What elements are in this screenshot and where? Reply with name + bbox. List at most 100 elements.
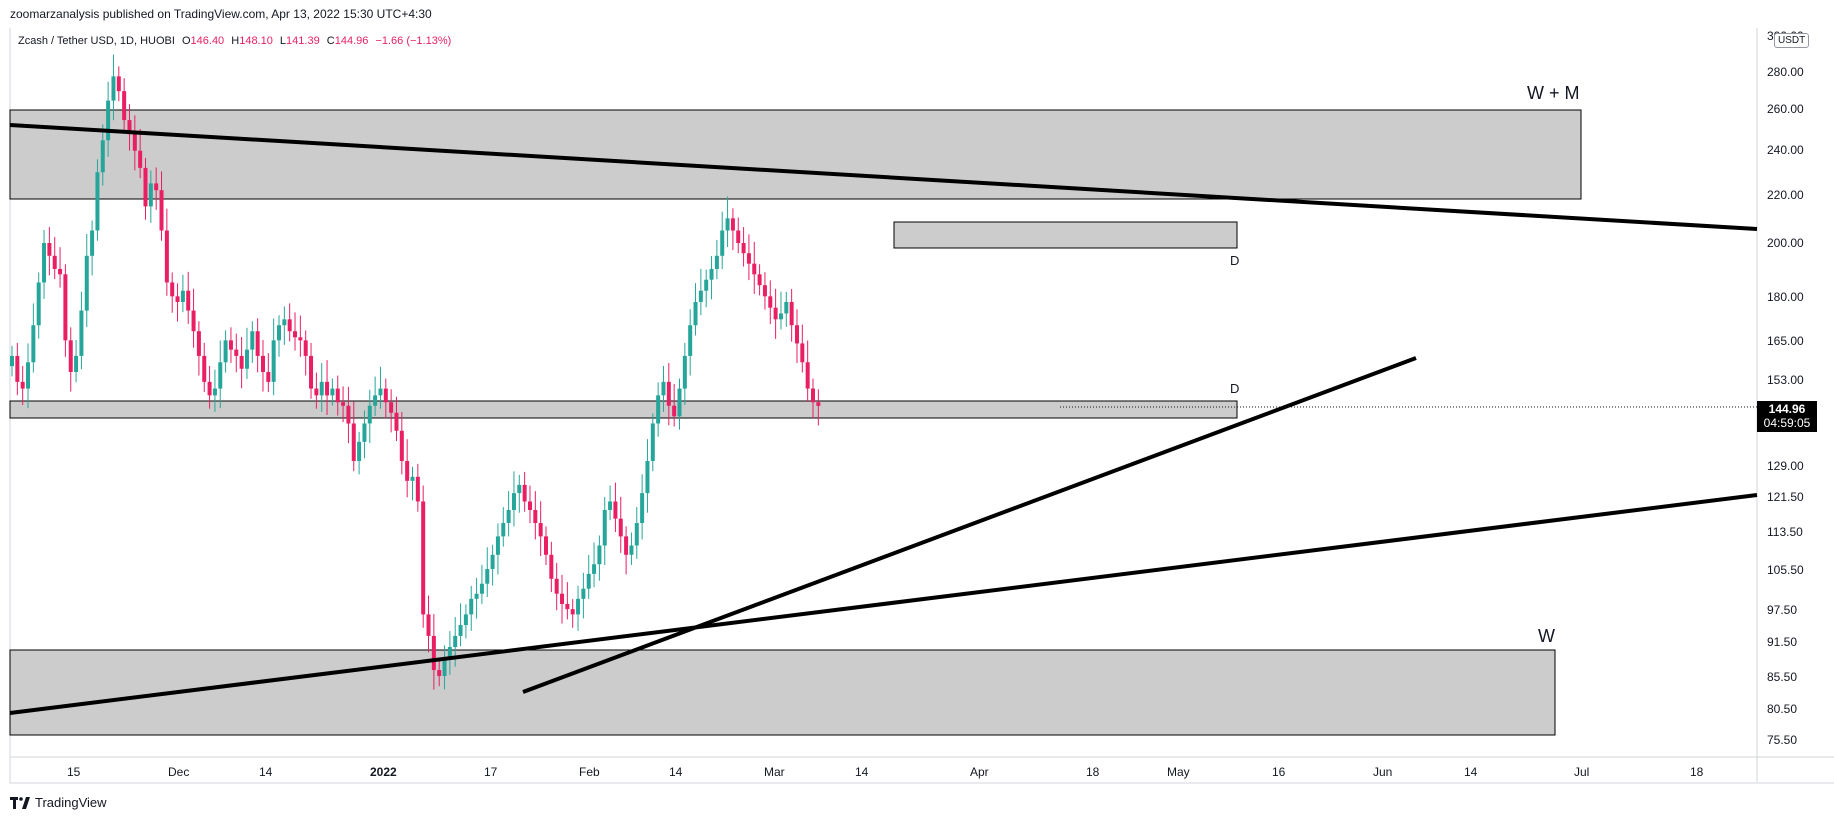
candle-body [762, 285, 767, 297]
candle-body [191, 310, 196, 332]
candle-body [746, 253, 751, 264]
tradingview-logo-icon [10, 796, 30, 809]
candle-body [768, 296, 773, 308]
candle-body [698, 290, 703, 302]
candle-body [287, 319, 292, 332]
candle-body [527, 501, 532, 510]
high-value: 148.10 [239, 35, 273, 47]
candle-body [122, 91, 127, 121]
candle-body [672, 405, 677, 417]
descending-trendline[interactable] [9, 123, 1758, 231]
candle-body [282, 319, 287, 326]
candle-body [175, 296, 180, 302]
time-tick: Dec [168, 765, 189, 779]
candle-body [538, 523, 543, 537]
time-tick: 15 [67, 765, 81, 779]
candle-body [36, 282, 41, 326]
candle-body [661, 381, 666, 396]
candle-body [426, 614, 431, 636]
publisher-line: zoomarzanalysis published on TradingView… [10, 7, 432, 21]
symbol-name: Zcash / Tether USD, 1D, HUOBI [18, 35, 175, 47]
candle-body [501, 523, 506, 537]
candle-body [741, 243, 746, 254]
candle-body [31, 325, 36, 363]
candle-body [458, 625, 463, 636]
candle-body [645, 460, 650, 494]
candle-body [570, 609, 575, 615]
close-label: C [326, 35, 335, 47]
candle-body [170, 282, 175, 297]
price-tick: 105.50 [1767, 563, 1804, 577]
candle-body [362, 423, 367, 442]
close-value: 144.96 [334, 35, 369, 47]
candle-body [485, 569, 490, 584]
candle-body [330, 388, 335, 396]
price-tick: 97.50 [1767, 603, 1797, 617]
price-tick: 240.00 [1767, 143, 1804, 157]
candle-body [223, 340, 228, 363]
candle-body [736, 230, 741, 243]
candle-body [266, 371, 271, 382]
support-label: D [1230, 381, 1239, 396]
tradingview-logo[interactable]: TradingView [10, 795, 107, 810]
top-resistance-zone[interactable] [9, 109, 1582, 200]
candle-body [597, 545, 602, 565]
time-tick: 16 [1272, 765, 1286, 779]
time-tick: 18 [1086, 765, 1100, 779]
candle-body [127, 120, 132, 135]
candle-body [784, 301, 789, 314]
candle-body [293, 331, 298, 338]
upper-resistance-zone[interactable] [893, 221, 1238, 249]
steep-ascending-trendline[interactable] [522, 356, 1417, 694]
candle-body [650, 423, 655, 461]
long-ascending-trendline[interactable] [9, 493, 1758, 715]
unit-badge[interactable]: USDT [1774, 33, 1810, 48]
symbol-legend[interactable]: Zcash / Tether USD, 1D, HUOBI O146.40 H1… [18, 35, 451, 47]
candle-body [309, 355, 314, 389]
candle-body [271, 340, 276, 382]
candle-body [68, 340, 73, 372]
candle-body [431, 635, 436, 671]
low-label: L [279, 35, 287, 47]
candle-body [479, 583, 484, 594]
candle-body [138, 150, 143, 168]
candle-body [212, 388, 217, 396]
candle-body [490, 554, 495, 570]
candle-body [106, 100, 111, 141]
candle-body [511, 493, 516, 510]
time-tick: May [1167, 765, 1190, 779]
candle-body [474, 593, 479, 599]
time-tick: Feb [579, 765, 600, 779]
change-value: −1.66 (−1.13%) [375, 35, 452, 47]
candle-body [554, 578, 559, 594]
candle-body [186, 290, 191, 311]
time-scale[interactable]: 15 Dec 14 2022 17 Feb 14 Mar 14 Apr 18 M… [67, 765, 1704, 779]
candle-body [725, 218, 730, 231]
candle-body [565, 603, 570, 610]
candle-body [469, 598, 474, 615]
candle-body [47, 243, 52, 256]
candle-body [714, 255, 719, 269]
candle-body [255, 331, 260, 356]
candle-body [581, 588, 586, 599]
candle-body [421, 501, 426, 615]
candle-body [74, 355, 79, 372]
time-tick: Mar [764, 765, 785, 779]
price-tick: 260.00 [1767, 102, 1804, 116]
candle-body [447, 647, 452, 659]
candle-body [789, 301, 794, 326]
candle-body [132, 134, 137, 151]
candle-body [394, 412, 399, 431]
price-scale[interactable]: 300.00 280.00 260.00 240.00 220.00 200.0… [1767, 29, 1804, 747]
bottom-support-zone[interactable] [9, 649, 1556, 736]
support-zone[interactable] [9, 400, 1238, 419]
time-tick: 18 [1690, 765, 1704, 779]
candle-body [42, 243, 47, 283]
candle-body [602, 509, 607, 546]
price-tick: 75.50 [1767, 733, 1797, 747]
candle-body [111, 76, 116, 101]
time-tick: Jul [1574, 765, 1589, 779]
candle-body [346, 405, 351, 424]
candle-body [544, 536, 548, 555]
